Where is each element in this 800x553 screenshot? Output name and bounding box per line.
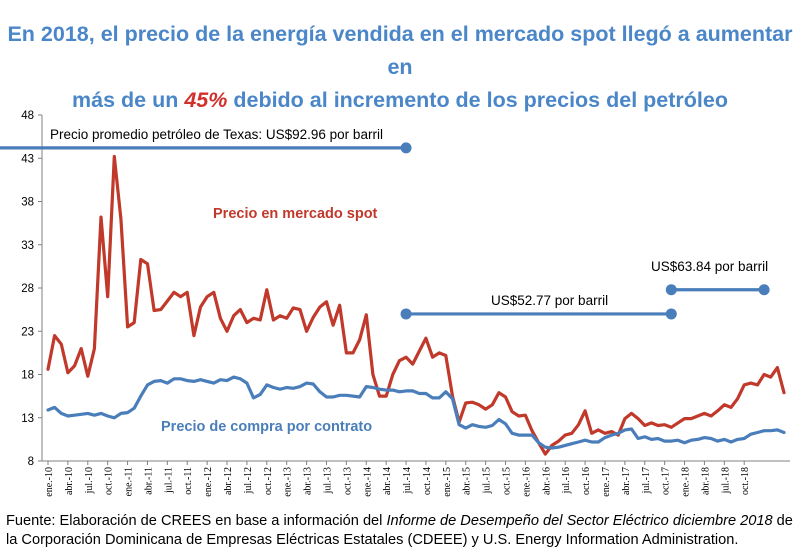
oil-segment-start-marker <box>665 284 677 296</box>
x-tick-label: ene.-16 <box>521 467 532 497</box>
x-tick-label: ene.-18 <box>681 467 692 497</box>
x-tick-label: oct.-16 <box>581 467 592 495</box>
title-line-2-post: debido al incremento de los precios del … <box>227 88 728 112</box>
oil-segment-start-marker <box>400 308 412 320</box>
x-tick-label: ene.-11 <box>124 467 135 496</box>
y-tick-label: 33 <box>21 240 34 252</box>
source-caption: Fuente: Elaboración de CREES en base a i… <box>6 512 798 550</box>
caption-report-title: Informe de Desempeño del Sector Eléctric… <box>386 513 773 529</box>
contract-series-label: Precio de compra por contrato <box>161 419 372 435</box>
y-tick-label: 18 <box>21 370 34 382</box>
y-axis-ticks: 8 13 18 23 28 33 38 43 48 <box>21 110 42 468</box>
chart-frame <box>41 115 790 462</box>
oil-price-segments <box>0 142 770 320</box>
y-tick-label: 13 <box>21 413 34 425</box>
x-tick-label: oct.-13 <box>342 467 353 495</box>
x-tick-label: oct.-12 <box>263 467 274 495</box>
caption-part-1: Fuente: Elaboración de CREES en base a i… <box>6 513 387 529</box>
contract-price-line <box>46 375 786 450</box>
oil-label-value: US$92.96 por barril <box>266 127 383 142</box>
x-tick-label: jul.-16 <box>561 467 572 494</box>
x-tick-label: jul.-10 <box>84 467 95 494</box>
oil-segment-end-marker <box>758 284 770 296</box>
x-tick-label: ene.-17 <box>601 467 612 497</box>
x-tick-label: oct.-10 <box>104 467 115 495</box>
x-tick-label: abr.-17 <box>621 467 632 495</box>
spot-price-line <box>46 154 786 456</box>
oil-segment-end-marker <box>665 308 677 320</box>
x-tick-label: abr.-16 <box>541 467 552 495</box>
caption-part-2: de la Corporación Dominicana de Empresas… <box>6 513 793 548</box>
x-tick-label: ene.-10 <box>44 467 55 497</box>
x-tick-label: oct.-18 <box>740 467 751 495</box>
x-tick-label: ene.-14 <box>362 467 373 497</box>
x-tick-label: abr.-14 <box>382 467 393 495</box>
x-axis-ticks: ene.-10 abr.-10 jul.-10 oct.-10 ene.-11 abr.-… <box>44 461 751 497</box>
x-tick-label: abr.-10 <box>64 467 75 495</box>
x-tick-label: oct.-14 <box>422 467 433 495</box>
x-tick-label: oct.-11 <box>183 467 194 495</box>
x-tick-label: abr.-13 <box>303 467 314 495</box>
oil-label-prefix: Precio promedio petróleo de Texas: <box>50 127 266 142</box>
x-tick-label: jul.-17 <box>641 467 652 494</box>
title-highlight-percent: 45% <box>184 88 228 112</box>
oil-segment-end-marker <box>400 142 412 154</box>
title-line-2: más de un 45% debido al incremento de lo… <box>0 84 800 117</box>
x-tick-label: ene.-15 <box>442 467 453 497</box>
x-tick-label: jul.-13 <box>322 467 333 494</box>
x-tick-label: jul.-15 <box>482 467 493 494</box>
x-tick-label: abr.-12 <box>223 467 234 495</box>
x-tick-label: abr.-15 <box>462 467 473 495</box>
y-tick-label: 8 <box>28 456 34 468</box>
x-tick-label: jul.-11 <box>163 467 174 494</box>
x-tick-label: oct.-17 <box>661 467 672 495</box>
title-line-1: En 2018, el precio de la energía vendida… <box>7 22 793 79</box>
x-tick-label: jul.-12 <box>243 467 254 494</box>
y-tick-label: 43 <box>21 153 34 165</box>
y-tick-label: 48 <box>21 110 34 122</box>
x-tick-label: ene.-12 <box>203 467 214 497</box>
y-tick-label: 28 <box>21 283 34 295</box>
oil-label-2014-2017: US$52.77 por barril <box>491 293 608 308</box>
x-tick-label: abr.-11 <box>143 467 154 495</box>
oil-label-2018: US$63.84 por barril <box>651 259 768 274</box>
series-labels: Precio promedio petróleo de Texas: US$92… <box>50 127 768 435</box>
y-tick-label: 38 <box>21 197 34 209</box>
x-tick-label: abr.-18 <box>700 467 711 495</box>
y-tick-label: 23 <box>21 326 34 338</box>
x-tick-label: jul.-18 <box>720 467 731 494</box>
x-tick-label: jul.-14 <box>402 467 413 494</box>
chart-series <box>46 154 786 456</box>
title-line-2-pre: más de un <box>72 88 185 112</box>
spot-series-label: Precio en mercado spot <box>213 206 378 222</box>
x-tick-label: ene.-13 <box>283 467 294 497</box>
x-tick-label: oct.-15 <box>502 467 513 495</box>
oil-label-2010-2014: Precio promedio petróleo de Texas: US$92… <box>50 127 383 142</box>
line-chart: 8 13 18 23 28 33 38 43 48 ene.-10 abr.-10 jul.-10 o… <box>0 110 790 497</box>
chart-title: En 2018, el precio de la energía vendida… <box>0 18 800 117</box>
